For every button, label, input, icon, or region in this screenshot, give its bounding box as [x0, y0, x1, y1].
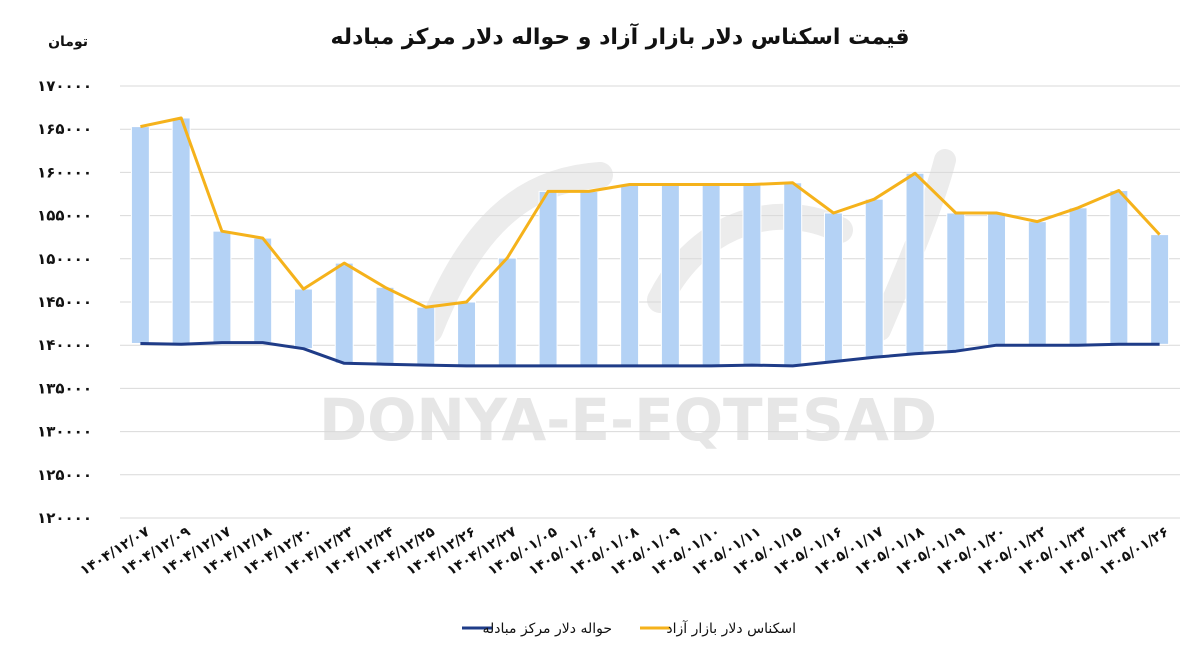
range-bar	[416, 306, 436, 366]
range-bar	[1027, 221, 1047, 346]
range-bar	[701, 183, 721, 367]
range-bar	[660, 183, 680, 367]
range-bar	[1150, 234, 1170, 345]
chart-title: قیمت اسکناس دلار بازار آزاد و حواله دلار…	[330, 22, 909, 50]
y-tick-label: ۱۵۵۰۰۰	[37, 207, 92, 225]
range-bar	[823, 212, 843, 363]
range-bar	[171, 117, 191, 345]
range-bar	[457, 301, 477, 367]
y-tick-label: ۱۷۰۰۰۰	[37, 77, 92, 95]
watermark-text: DONYA-E-EQTESAD	[319, 386, 937, 454]
range-bar	[742, 183, 762, 366]
legend: حواله دلار مرکز مبادله اسکناس دلار بازار…	[462, 620, 796, 637]
y-tick-label: ۱۴۰۰۰۰	[37, 336, 92, 354]
series-line-eskenas	[140, 116, 1161, 309]
range-bar	[497, 257, 517, 367]
y-tick-label: ۱۶۰۰۰۰	[37, 163, 92, 181]
y-tick-label: ۱۶۵۰۰۰	[37, 120, 92, 138]
y-tick-label: ۱۳۵۰۰۰	[37, 379, 92, 397]
range-bar	[620, 183, 640, 367]
range-bar	[579, 190, 599, 367]
y-axis-unit-label: تومان	[48, 34, 88, 50]
range-bar	[293, 288, 313, 350]
range-bar	[212, 230, 232, 344]
legend-label-hawale: حواله دلار مرکز مبادله	[483, 621, 613, 637]
line-layer	[140, 116, 1161, 368]
y-tick-label: ۱۲۰۰۰۰	[37, 509, 92, 527]
range-bar	[1068, 207, 1088, 346]
y-tick-label: ۱۴۵۰۰۰	[37, 293, 92, 311]
x-axis-ticks: ۱۴۰۴/۱۲/۰۷۱۴۰۴/۱۲/۰۹۱۴۰۴/۱۲/۱۷۱۴۰۴/۱۲/۱۸…	[77, 524, 1171, 579]
watermark-logo-stroke-1	[417, 162, 613, 343]
range-bar	[1109, 190, 1129, 345]
range-bar	[130, 126, 150, 344]
range-bar	[538, 190, 558, 367]
range-bar	[946, 212, 966, 352]
y-tick-label: ۱۳۰۰۰۰	[37, 423, 92, 441]
y-axis-ticks: ۱۲۰۰۰۰ ۱۲۵۰۰۰ ۱۳۰۰۰۰ ۱۳۵۰۰۰ ۱۴۰۰۰۰ ۱۴۵۰۰۰ ۱۵۰۰…	[37, 77, 92, 527]
range-bar	[334, 262, 354, 364]
series-line-hawale	[140, 341, 1160, 368]
range-bar	[864, 198, 884, 358]
y-tick-label: ۱۲۵۰۰۰	[37, 466, 92, 484]
range-bar	[905, 172, 925, 355]
bar-layer	[130, 117, 1170, 367]
y-tick-label: ۱۵۰۰۰۰	[37, 250, 92, 268]
range-bar	[253, 237, 273, 344]
range-bar	[375, 286, 395, 365]
range-bar	[783, 182, 803, 367]
legend-label-eskenas: اسکناس دلار بازار آزاد	[666, 620, 796, 637]
range-bar	[987, 212, 1007, 346]
